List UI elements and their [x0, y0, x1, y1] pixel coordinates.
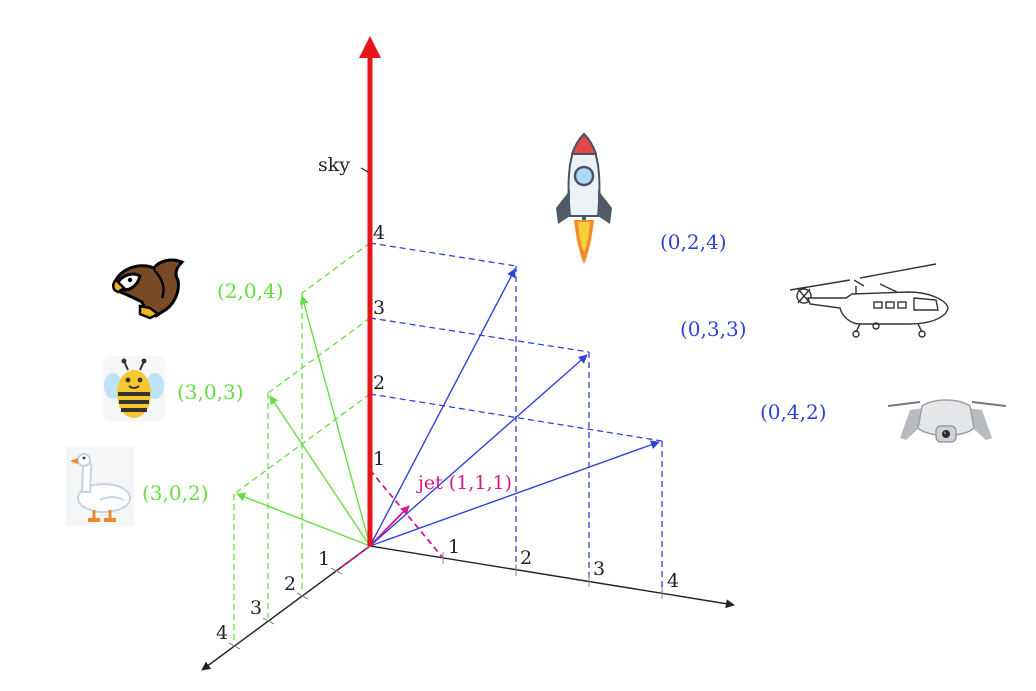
blue-vectors — [369, 268, 660, 547]
jet-vector — [369, 505, 410, 547]
vector-3-0-3 — [269, 395, 371, 547]
vertical-tick-4: 4 — [373, 222, 385, 244]
vertical-tick-1: 1 — [373, 448, 385, 470]
axis-ticks — [228, 552, 663, 650]
right-tick-3: 3 — [593, 558, 605, 580]
green-label-3-0-3: (3,0,3) — [177, 380, 244, 404]
left-tick-4: 4 — [216, 622, 228, 644]
bee-icon — [103, 356, 165, 422]
drone-icon — [887, 399, 1007, 443]
jet-label: jet (1,1,1) — [416, 472, 512, 494]
blue-label-0-4-2: (0,4,2) — [760, 400, 827, 424]
left-tick-3: 3 — [250, 597, 262, 619]
vector-0-4-2 — [369, 440, 660, 547]
left-tick-2: 2 — [284, 573, 296, 595]
vector-2-0-4 — [299, 295, 371, 547]
vector-0-2-4 — [369, 268, 516, 547]
right-tick-1: 1 — [448, 536, 460, 558]
blue-label-0-2-4: (0,2,4) — [660, 230, 727, 254]
green-label-3-0-2: (3,0,2) — [142, 481, 209, 505]
helicopter-icon — [789, 263, 949, 338]
green-label-2-0-4: (2,0,4) — [217, 279, 284, 303]
left-tick-1: 1 — [318, 548, 330, 570]
sky-axis-arrowhead — [359, 36, 381, 58]
vector-3-0-2 — [236, 492, 371, 547]
goose-icon — [66, 446, 134, 526]
green-vectors — [236, 295, 371, 547]
eagle-icon — [112, 258, 185, 320]
sky-pointer — [360, 167, 369, 173]
jet-guides — [335, 469, 444, 572]
vertical-tick-3: 3 — [373, 297, 385, 319]
right-tick-2: 2 — [520, 547, 532, 569]
vertical-tick-2: 2 — [373, 372, 385, 394]
sky-label: sky — [318, 154, 350, 176]
rocket-icon — [556, 132, 612, 264]
blue-label-0-3-3: (0,3,3) — [680, 317, 747, 341]
right-tick-4: 4 — [667, 570, 679, 592]
right-axis — [369, 545, 735, 609]
vector-0-3-3 — [369, 354, 588, 547]
